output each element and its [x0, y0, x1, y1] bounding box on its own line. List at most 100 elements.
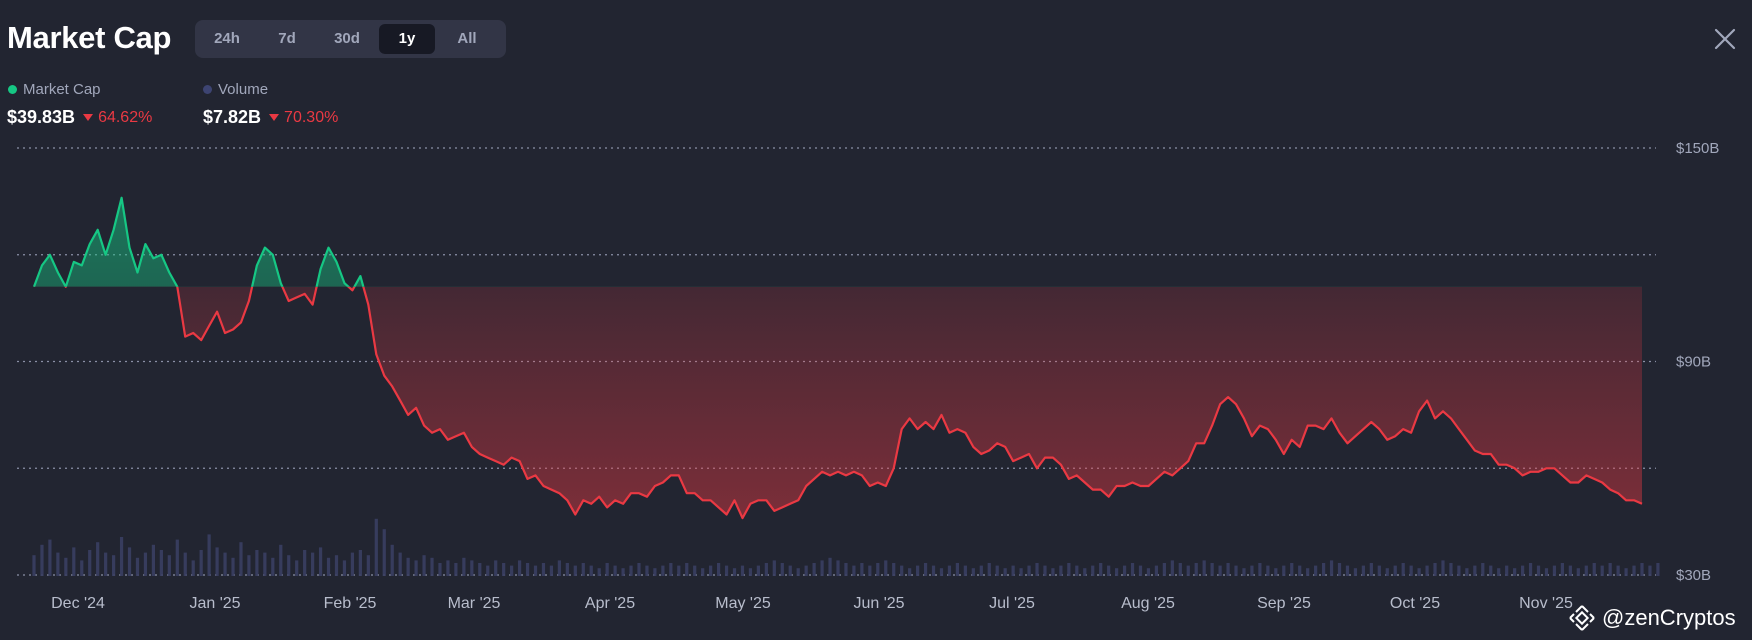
volume-bar	[701, 568, 705, 576]
volume-bar	[820, 560, 824, 576]
volume-bar	[406, 557, 410, 576]
price-areas	[32, 196, 1643, 520]
y-tick-label: $90B	[1676, 354, 1711, 371]
volume-bar	[374, 518, 378, 576]
volume-bar	[756, 565, 760, 576]
volume-bar	[96, 542, 100, 576]
x-tick-label: Aug '25	[1121, 595, 1175, 612]
volume-bar	[1003, 568, 1007, 576]
volume-bar	[931, 565, 936, 576]
volume-bar	[390, 544, 394, 576]
volume-bar	[1600, 565, 1604, 576]
volume-bar	[1656, 563, 1660, 576]
volume-bar	[1433, 563, 1437, 576]
volume-bar	[446, 560, 450, 576]
volume-bar	[852, 565, 856, 576]
down-triangle-icon	[269, 114, 280, 121]
volume-bar	[1138, 565, 1143, 576]
binance-diamond-icon	[1569, 605, 1595, 631]
volume-bar	[1274, 568, 1278, 576]
volume-bar	[191, 560, 195, 576]
tab-all[interactable]: All	[457, 30, 477, 47]
volume-bar	[358, 550, 362, 576]
volume-bar	[916, 565, 920, 576]
volume-bar	[645, 565, 649, 576]
volume-bar	[287, 555, 291, 576]
x-tick-label: May '25	[715, 595, 771, 612]
volume-bar	[1186, 565, 1190, 576]
volume-bar	[112, 555, 116, 576]
legend-market-cap[interactable]: Market Cap	[8, 81, 101, 98]
volume-bar	[167, 555, 171, 576]
volume-bar	[263, 552, 267, 576]
volume-bar	[470, 560, 474, 576]
volume-change-value: 70.30%	[284, 108, 339, 126]
volume-bar	[709, 565, 713, 576]
watermark: @zenCryptos	[1568, 604, 1736, 632]
volume-bar	[844, 563, 848, 576]
x-tick-label: Jan '25	[189, 595, 240, 612]
volume-bar	[1544, 568, 1549, 576]
volume-bar	[1035, 563, 1039, 576]
volume-bar	[1337, 563, 1342, 576]
volume-bar	[1226, 563, 1230, 576]
volume-bar	[724, 565, 729, 576]
volume-bar	[597, 568, 601, 576]
tab-7d[interactable]: 7d	[278, 30, 296, 47]
volume-value: $7.82B	[203, 107, 262, 127]
tab-30d[interactable]: 30d	[334, 30, 360, 47]
volume-change: 70.30%	[269, 109, 338, 127]
volume-bar	[732, 568, 737, 576]
volume-bar	[366, 555, 370, 576]
volume-bar	[1218, 565, 1222, 576]
volume-bar	[1091, 565, 1095, 576]
volume-bar	[1576, 568, 1580, 576]
volume-bar	[1011, 565, 1015, 576]
volume-bar	[271, 557, 275, 576]
volume-bar	[255, 550, 259, 576]
volume-bar	[796, 568, 800, 576]
volume-bar	[1107, 565, 1111, 576]
y-axis: $150B $90B $30B	[1676, 140, 1719, 584]
volume-bar	[764, 563, 768, 576]
volume-bar	[239, 542, 243, 576]
volume-bar	[279, 544, 283, 576]
volume-bar	[159, 550, 163, 576]
volume-bar	[1067, 563, 1071, 576]
volume-bar	[1210, 563, 1214, 576]
volume-bar	[637, 563, 641, 576]
close-icon[interactable]	[1712, 26, 1738, 52]
x-tick-label: Apr '25	[585, 595, 635, 612]
volume-bar	[1329, 560, 1334, 576]
volume-bar	[1505, 565, 1509, 576]
legend-volume[interactable]: Volume	[203, 81, 268, 98]
market-cap-stat: $39.83B 64.62%	[7, 107, 152, 128]
tab-1y[interactable]: 1y	[379, 24, 435, 54]
volume-bar	[1242, 568, 1246, 576]
volume-bar	[1552, 565, 1557, 576]
volume-bar	[1497, 568, 1501, 576]
volume-bar	[1130, 563, 1135, 576]
y-tick-label: $150B	[1676, 140, 1719, 157]
volume-bar	[119, 537, 124, 576]
volume-bar	[1648, 565, 1652, 576]
tab-24h[interactable]: 24h	[214, 30, 240, 47]
volume-bar	[56, 552, 60, 576]
volume-bar	[1059, 565, 1063, 576]
volume-bar	[1266, 565, 1270, 576]
volume-bar	[1115, 568, 1119, 576]
volume-bar	[48, 539, 52, 576]
volume-bar	[923, 563, 928, 576]
down-triangle-icon	[83, 114, 94, 121]
volume-bar	[748, 568, 753, 576]
volume-bar	[454, 563, 458, 576]
volume-bar	[414, 560, 418, 576]
volume-bar	[127, 547, 132, 576]
market-cap-dot-icon	[8, 85, 17, 94]
volume-bar	[438, 563, 442, 576]
volume-bar	[1584, 565, 1588, 576]
volume-bar	[510, 565, 514, 576]
volume-bar	[1154, 565, 1159, 576]
volume-bars	[32, 518, 1660, 576]
